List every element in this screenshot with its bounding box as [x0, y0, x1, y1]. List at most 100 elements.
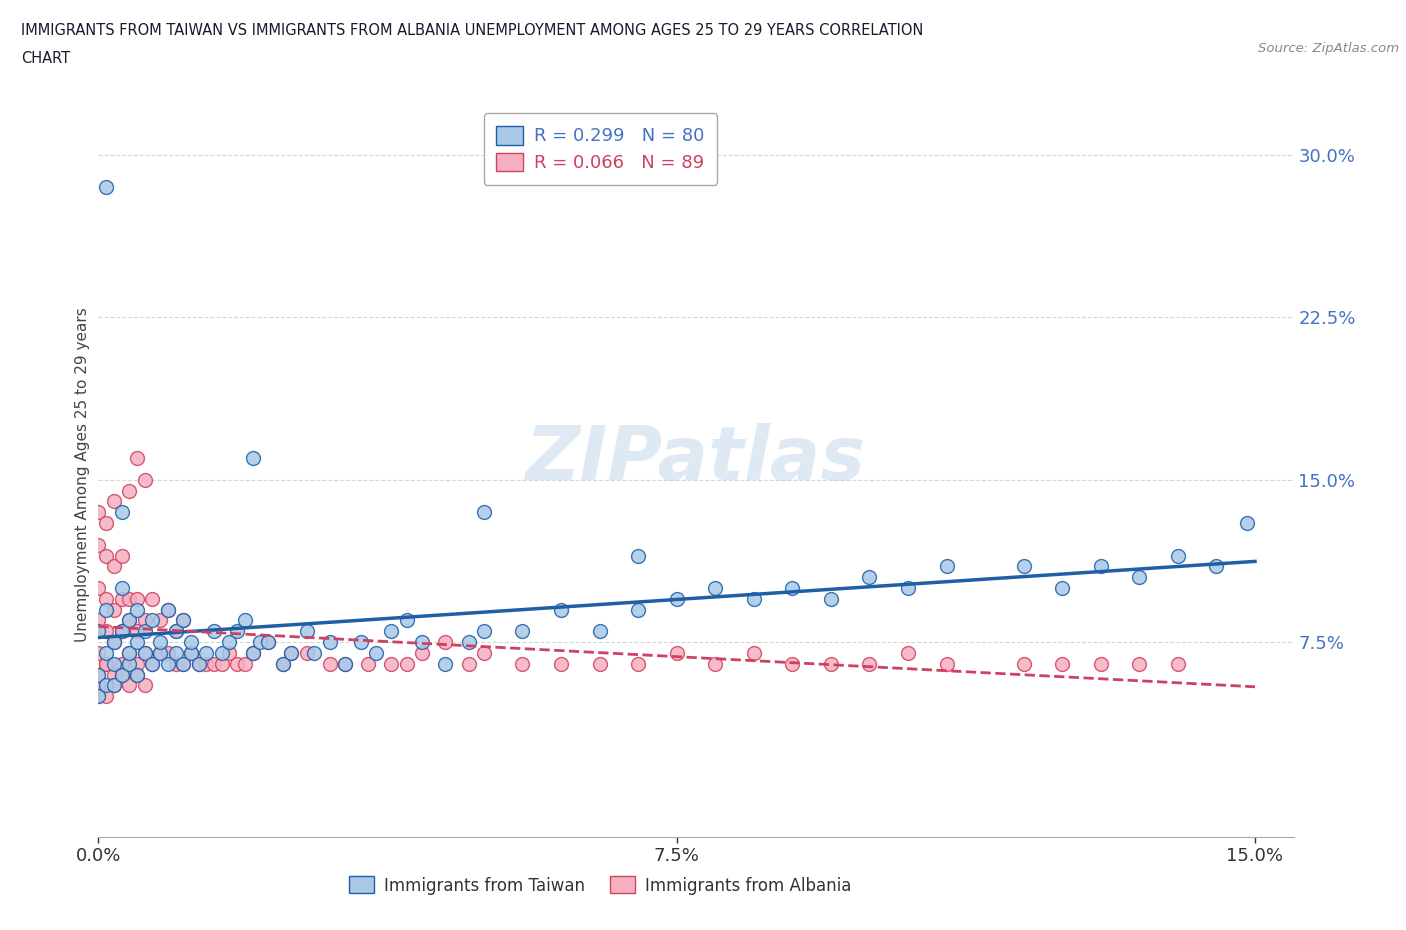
Point [172, 657, 194, 671]
Point [704, 580, 727, 595]
Point [434, 657, 457, 671]
Point [180, 634, 202, 649]
Point [472, 624, 495, 639]
Point [94, 179, 117, 194]
Point [195, 657, 218, 671]
Text: Source: ZipAtlas.com: Source: ZipAtlas.com [1258, 42, 1399, 55]
Point [149, 645, 172, 660]
Point [273, 657, 295, 671]
Point [110, 591, 132, 606]
Point [94, 645, 117, 660]
Point [627, 548, 650, 563]
Point [211, 645, 233, 660]
Point [156, 603, 179, 618]
Point [125, 657, 148, 671]
Point [103, 678, 125, 693]
Point [472, 505, 495, 520]
Point [134, 645, 156, 660]
Point [935, 559, 957, 574]
Text: CHART: CHART [21, 51, 70, 66]
Point [156, 603, 179, 618]
Point [110, 667, 132, 682]
Point [665, 591, 688, 606]
Point [1128, 570, 1150, 585]
Point [94, 515, 117, 530]
Point [156, 657, 179, 671]
Point [125, 451, 148, 466]
Point [257, 634, 280, 649]
Point [149, 645, 172, 660]
Point [1050, 580, 1073, 595]
Point [87, 538, 110, 552]
Point [118, 678, 141, 693]
Point [141, 657, 163, 671]
Point [125, 667, 148, 682]
Point [226, 657, 249, 671]
Point [87, 505, 110, 520]
Point [94, 624, 117, 639]
Point [202, 657, 225, 671]
Point [134, 613, 156, 628]
Point [87, 667, 110, 682]
Point [1128, 657, 1150, 671]
Point [472, 645, 495, 660]
Point [103, 559, 125, 574]
Point [202, 624, 225, 639]
Point [249, 634, 271, 649]
Point [1012, 559, 1035, 574]
Point [187, 657, 209, 671]
Point [87, 689, 110, 704]
Legend: Immigrants from Taiwan, Immigrants from Albania: Immigrants from Taiwan, Immigrants from … [343, 870, 858, 901]
Point [333, 657, 356, 671]
Point [103, 634, 125, 649]
Point [411, 634, 433, 649]
Point [125, 591, 148, 606]
Point [457, 657, 479, 671]
Point [273, 657, 295, 671]
Point [141, 591, 163, 606]
Point [319, 634, 342, 649]
Point [149, 634, 172, 649]
Point [742, 591, 765, 606]
Point [195, 645, 218, 660]
Point [110, 624, 132, 639]
Point [434, 634, 457, 649]
Point [134, 645, 156, 660]
Y-axis label: Unemployment Among Ages 25 to 29 years: Unemployment Among Ages 25 to 29 years [75, 307, 90, 642]
Point [665, 645, 688, 660]
Text: IMMIGRANTS FROM TAIWAN VS IMMIGRANTS FROM ALBANIA UNEMPLOYMENT AMONG AGES 25 TO : IMMIGRANTS FROM TAIWAN VS IMMIGRANTS FRO… [21, 23, 924, 38]
Point [110, 624, 132, 639]
Point [1167, 657, 1189, 671]
Point [94, 657, 117, 671]
Point [110, 505, 132, 520]
Point [627, 657, 650, 671]
Point [295, 645, 318, 660]
Point [103, 667, 125, 682]
Point [110, 548, 132, 563]
Point [349, 634, 371, 649]
Point [118, 613, 141, 628]
Point [118, 645, 141, 660]
Point [134, 624, 156, 639]
Point [1236, 515, 1258, 530]
Point [280, 645, 302, 660]
Point [87, 613, 110, 628]
Point [172, 613, 194, 628]
Point [257, 634, 280, 649]
Point [180, 645, 202, 660]
Point [187, 657, 209, 671]
Point [125, 634, 148, 649]
Point [103, 603, 125, 618]
Point [87, 667, 110, 682]
Point [333, 657, 356, 671]
Point [172, 613, 194, 628]
Point [118, 645, 141, 660]
Point [364, 645, 387, 660]
Point [103, 634, 125, 649]
Point [94, 678, 117, 693]
Point [357, 657, 380, 671]
Point [1050, 657, 1073, 671]
Point [149, 613, 172, 628]
Point [512, 657, 534, 671]
Point [457, 634, 479, 649]
